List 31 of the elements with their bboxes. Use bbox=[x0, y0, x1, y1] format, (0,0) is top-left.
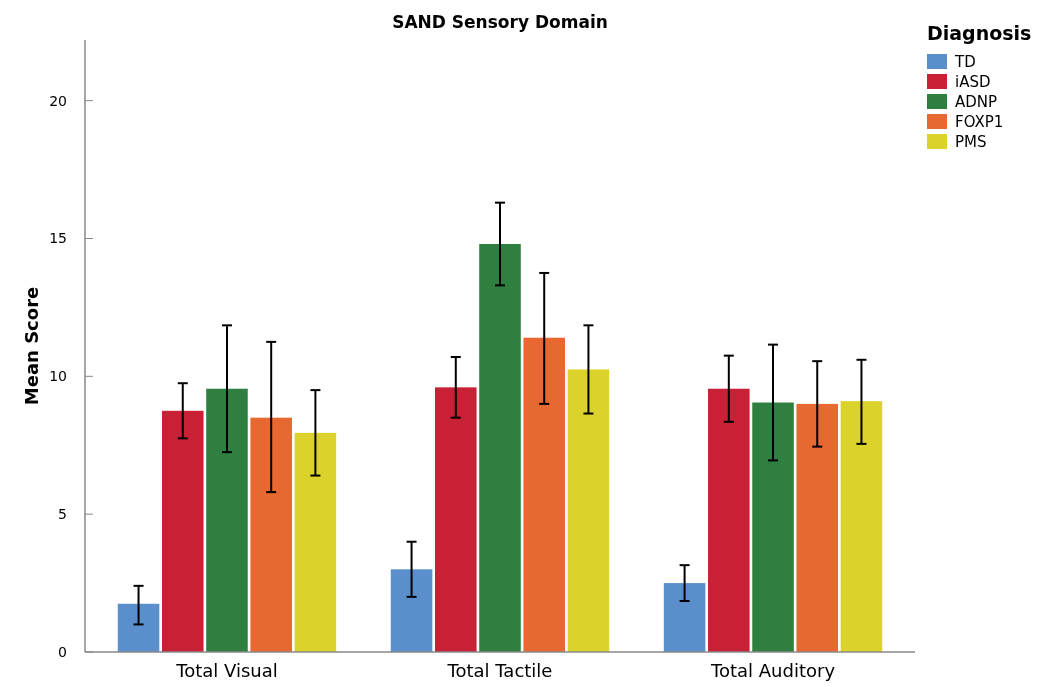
legend-title: Diagnosis bbox=[927, 22, 1032, 44]
bar bbox=[435, 387, 477, 652]
x-tick-label: Total Tactile bbox=[446, 660, 553, 681]
bar bbox=[752, 402, 794, 652]
legend-label: iASD bbox=[955, 73, 991, 92]
bar bbox=[390, 569, 433, 652]
bar bbox=[523, 337, 565, 652]
bar bbox=[117, 603, 160, 652]
y-tick-label: 0 bbox=[58, 643, 67, 660]
y-tick-label: 10 bbox=[49, 368, 67, 385]
legend-label: PMS bbox=[955, 133, 987, 152]
bar bbox=[294, 432, 337, 652]
legend-label: ADNP bbox=[955, 93, 998, 112]
bar bbox=[796, 403, 839, 652]
legend-label: FOXP1 bbox=[955, 113, 1004, 132]
bar bbox=[663, 583, 706, 652]
y-tick-label: 5 bbox=[58, 506, 67, 523]
x-tick-label: Total Visual bbox=[175, 660, 278, 681]
bar bbox=[708, 388, 750, 652]
y-axis-title: Mean Score bbox=[21, 286, 42, 406]
bar bbox=[161, 410, 204, 652]
bar bbox=[206, 388, 248, 652]
bar bbox=[567, 369, 610, 652]
y-tick-label: 20 bbox=[49, 92, 67, 109]
y-tick-label: 15 bbox=[49, 230, 67, 247]
legend-label: TD bbox=[954, 53, 976, 72]
x-tick-label: Total Auditory bbox=[710, 660, 836, 681]
chart-title: SAND Sensory Domain bbox=[392, 12, 608, 32]
bar bbox=[840, 401, 883, 652]
bar bbox=[250, 417, 292, 652]
bar bbox=[479, 244, 521, 652]
